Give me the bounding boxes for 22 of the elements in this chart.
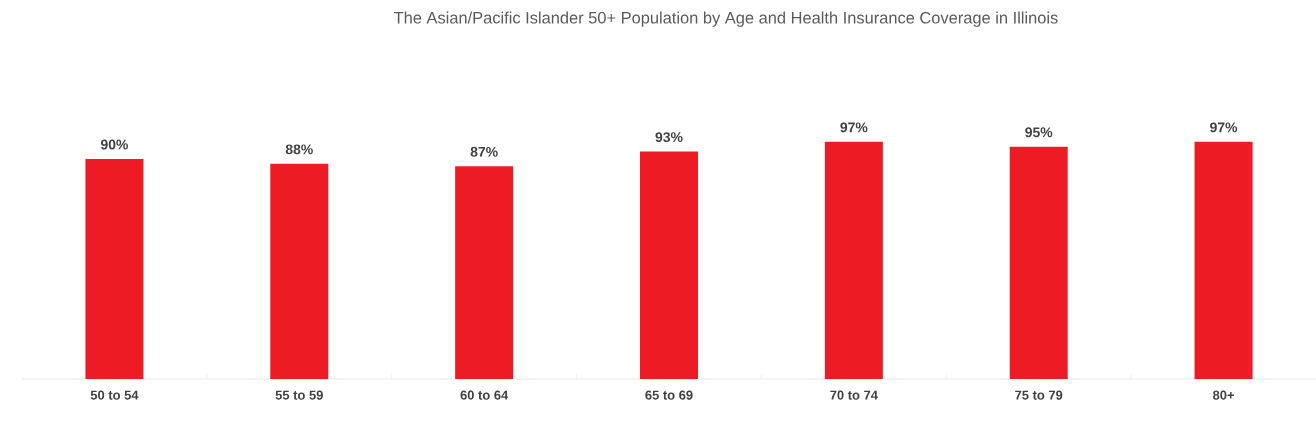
x-tick-label: 70 to 74: [830, 390, 878, 400]
bar: [1194, 141, 1253, 379]
x-tick-label: 75 to 79: [1015, 390, 1063, 400]
x-tick-label: 60 to 64: [460, 390, 509, 400]
x-tick-label: 65 to 69: [645, 390, 693, 400]
bar: [1009, 146, 1068, 379]
bar: [455, 166, 514, 379]
data-label: 97%: [840, 122, 868, 133]
data-label: 93%: [655, 132, 683, 143]
bar: [640, 151, 698, 379]
data-label: 90%: [100, 139, 129, 150]
data-label: 97%: [1210, 122, 1238, 133]
data-label: 87%: [470, 146, 498, 157]
data-label: 95%: [1025, 127, 1053, 138]
x-tick-label: 50 to 54: [90, 390, 139, 400]
bar: [85, 158, 144, 379]
chart-title: The Asian/Pacific Islander 50+ Population by Age and Health Insurance Coverage in Illinois: [393, 11, 1058, 27]
bar: [824, 141, 883, 379]
x-tick-label: 55 to 59: [275, 390, 323, 400]
data-label: 88%: [285, 144, 313, 155]
bar: [270, 163, 329, 379]
x-tick-label: 80+: [1212, 390, 1235, 400]
